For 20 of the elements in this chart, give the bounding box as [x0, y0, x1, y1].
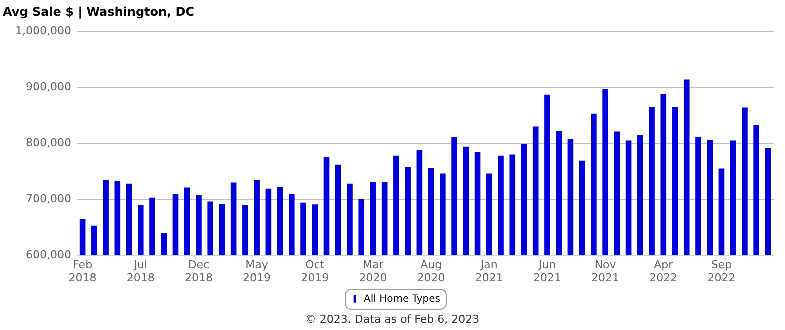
y-tick-label: 600,000: [26, 248, 72, 262]
x-tick-label: Sep 2022: [708, 258, 736, 284]
x-tick-label: Jun 2021: [533, 258, 562, 284]
x-tick-label: May 2019: [243, 258, 272, 284]
x-tick-label: Aug 2020: [417, 258, 446, 284]
x-tick-label: Jul 2018: [126, 258, 155, 284]
x-tick-label: Jan 2021: [475, 258, 504, 284]
x-tick-label: Mar 2020: [359, 258, 388, 284]
text: © 2023. Data as of Feb 6, 2023: [304, 313, 481, 326]
y-tick-label: 1,000,000: [16, 24, 72, 38]
legend-label: All Home Types: [364, 294, 440, 305]
x-tick-label: Apr 2022: [650, 258, 678, 284]
x-tick-label: Dec 2018: [184, 258, 213, 284]
y-tick-label: 700,000: [26, 192, 72, 206]
y-tick-label: 800,000: [26, 136, 72, 150]
chart-title: Avg Sale $ | Washington, DC: [3, 5, 195, 19]
y-tick-label: 900,000: [26, 80, 72, 94]
x-tick-label: Feb 2018: [68, 258, 97, 284]
x-tick-label: Nov 2021: [592, 258, 620, 284]
x-tick-label: Oct 2019: [301, 258, 330, 284]
